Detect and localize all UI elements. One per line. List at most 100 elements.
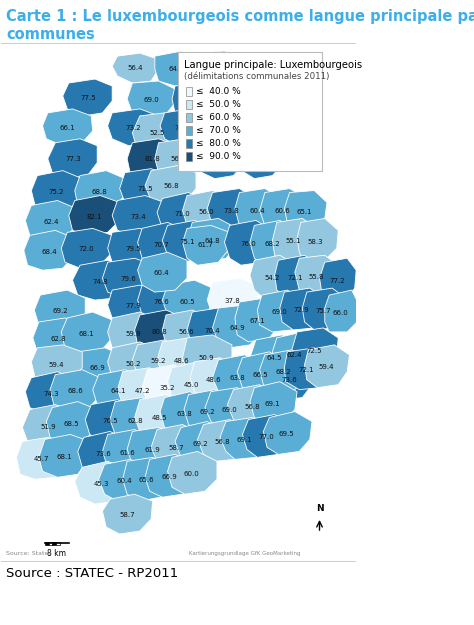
Polygon shape <box>61 228 112 268</box>
Bar <box>185 100 192 109</box>
Polygon shape <box>182 335 232 378</box>
Text: 64.1: 64.1 <box>110 388 126 394</box>
Polygon shape <box>207 278 257 322</box>
Polygon shape <box>93 370 144 411</box>
Text: 60.4: 60.4 <box>250 208 265 214</box>
Text: 60.4: 60.4 <box>116 478 132 484</box>
Text: 73.8: 73.8 <box>224 208 239 214</box>
Polygon shape <box>302 288 346 330</box>
Bar <box>185 152 192 161</box>
Text: 50.2: 50.2 <box>125 361 141 367</box>
Text: 74.4: 74.4 <box>175 125 190 131</box>
Text: 75.2: 75.2 <box>49 189 64 195</box>
Polygon shape <box>69 196 119 236</box>
Bar <box>185 126 192 135</box>
Text: 69.2: 69.2 <box>200 409 215 415</box>
Polygon shape <box>46 402 97 444</box>
Polygon shape <box>187 218 237 262</box>
Text: 64.5: 64.5 <box>266 355 282 361</box>
Polygon shape <box>155 139 202 179</box>
Bar <box>185 113 192 122</box>
Polygon shape <box>119 169 170 209</box>
Text: 74.3: 74.3 <box>43 391 59 397</box>
Text: 79.6: 79.6 <box>121 276 137 282</box>
Text: 60.4: 60.4 <box>154 270 170 276</box>
Text: 68.2: 68.2 <box>264 241 280 247</box>
Text: 64.9: 64.9 <box>229 325 245 331</box>
Text: 61.9: 61.9 <box>144 448 160 453</box>
Text: 54.2: 54.2 <box>264 274 280 281</box>
Text: 59.4: 59.4 <box>318 364 334 370</box>
Text: 61.7: 61.7 <box>198 242 213 248</box>
Text: 75.9: 75.9 <box>185 98 201 104</box>
Polygon shape <box>50 370 100 411</box>
Text: 59.9: 59.9 <box>125 331 141 338</box>
Polygon shape <box>43 109 93 146</box>
Text: ≤  60.0 %: ≤ 60.0 % <box>196 113 241 122</box>
Text: N: N <box>316 504 323 513</box>
Text: 79.2: 79.2 <box>213 156 228 162</box>
Text: 69.0: 69.0 <box>272 309 288 316</box>
Text: 55.7: 55.7 <box>277 124 292 130</box>
Polygon shape <box>273 218 317 262</box>
Text: 70.4: 70.4 <box>204 328 220 334</box>
Text: 72.1: 72.1 <box>288 274 303 281</box>
Polygon shape <box>132 340 182 382</box>
Polygon shape <box>198 419 248 461</box>
Text: 76.6: 76.6 <box>220 122 236 127</box>
Polygon shape <box>190 357 239 399</box>
Text: 68.6: 68.6 <box>67 388 83 394</box>
Text: 73.6: 73.6 <box>95 451 111 457</box>
Polygon shape <box>137 222 187 265</box>
Text: 58.7: 58.7 <box>119 512 135 518</box>
Polygon shape <box>182 191 232 231</box>
Polygon shape <box>212 355 262 398</box>
Polygon shape <box>198 139 245 179</box>
Polygon shape <box>237 352 286 394</box>
Text: ≤  40.0 %: ≤ 40.0 % <box>196 87 241 96</box>
Text: 77.2: 77.2 <box>329 278 345 284</box>
Polygon shape <box>108 228 159 268</box>
Text: 61.6: 61.6 <box>120 450 136 456</box>
Text: Kartierungsgrundlage GfK GeoMarketing: Kartierungsgrundlage GfK GeoMarketing <box>189 551 300 556</box>
Text: 60.6: 60.6 <box>274 208 290 214</box>
Polygon shape <box>132 113 181 151</box>
Polygon shape <box>31 171 82 211</box>
Text: 66.1: 66.1 <box>59 125 75 131</box>
Text: (délimitations communales 2011): (délimitations communales 2011) <box>184 72 329 81</box>
Polygon shape <box>257 290 304 332</box>
Polygon shape <box>304 345 349 388</box>
Polygon shape <box>73 260 127 300</box>
Polygon shape <box>235 189 282 231</box>
Polygon shape <box>157 192 207 232</box>
Text: 77.3: 77.3 <box>65 156 81 162</box>
Polygon shape <box>102 494 153 534</box>
Polygon shape <box>99 459 150 501</box>
Polygon shape <box>48 139 97 179</box>
Polygon shape <box>250 221 297 265</box>
Polygon shape <box>75 171 125 211</box>
Polygon shape <box>250 255 297 298</box>
Text: 71.5: 71.5 <box>137 186 153 192</box>
Text: 66.5: 66.5 <box>253 372 269 378</box>
Text: 72.1: 72.1 <box>299 367 314 373</box>
Text: 72.0: 72.0 <box>79 246 94 252</box>
Polygon shape <box>142 365 192 408</box>
Polygon shape <box>112 196 164 236</box>
Text: 73.2: 73.2 <box>125 125 141 131</box>
Text: 77.5: 77.5 <box>80 95 96 101</box>
Polygon shape <box>24 231 75 270</box>
Polygon shape <box>280 288 325 330</box>
Polygon shape <box>284 348 331 389</box>
Text: 56.4: 56.4 <box>128 65 143 71</box>
Polygon shape <box>260 350 308 392</box>
Polygon shape <box>319 258 356 302</box>
Text: 64.8: 64.8 <box>204 238 220 244</box>
Polygon shape <box>151 424 202 468</box>
Polygon shape <box>250 335 299 378</box>
Polygon shape <box>112 53 159 83</box>
Polygon shape <box>295 255 338 298</box>
Polygon shape <box>34 290 85 330</box>
Text: 62.4: 62.4 <box>43 219 59 225</box>
Text: 81.8: 81.8 <box>144 156 160 162</box>
